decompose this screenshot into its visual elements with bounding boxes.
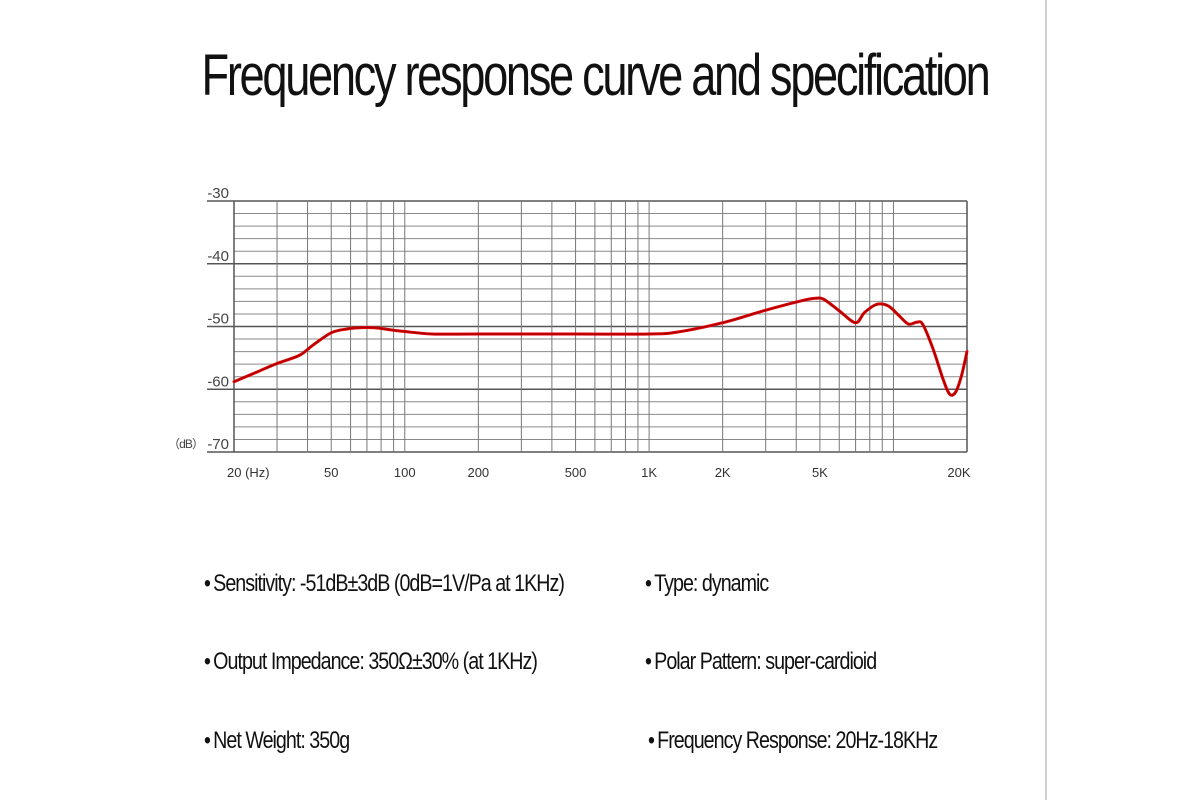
divider	[1045, 0, 1047, 800]
spec-label: Net Weight:	[213, 727, 306, 754]
spec-value: -51dB±3dB (0dB=1V/Pa at 1KHz)	[299, 570, 565, 597]
spec-label: Polar Pattern:	[654, 648, 762, 675]
x-tick-label: 5K	[812, 465, 828, 480]
spec-frequency-response: • Frequency Response: 20Hz-18KHz	[648, 727, 939, 755]
spec-value: 350Ω±30% (at 1KHz)	[368, 648, 538, 675]
spec-type: • Type: dynamic	[645, 570, 769, 598]
page-title: Frequency response curve and specificati…	[201, 43, 991, 108]
spec-net-weight: • Net Weight: 350g	[204, 727, 350, 755]
bullet: •	[204, 727, 211, 754]
grid-lines	[207, 200, 968, 453]
spec-polar-pattern: • Polar Pattern: super-cardioid	[645, 648, 877, 676]
y-tick-label: -70	[207, 436, 229, 453]
x-tick-label: 200	[467, 465, 489, 480]
axis-labels: -30 -40 -50 -60 -70（dB） 20 (Hz) 50 100 200 500 1K 2…	[168, 185, 971, 480]
bullet: •	[204, 570, 211, 597]
spec-label: Sensitivity:	[213, 570, 296, 597]
spec-sensitivity: • Sensitivity: -51dB±3dB (0dB=1V/Pa at 1K…	[204, 570, 565, 598]
bullet: •	[648, 727, 655, 754]
y-tick-label: -30	[207, 185, 229, 202]
spec-label: Output Impedance:	[213, 648, 365, 675]
x-tick-label: 50	[324, 465, 338, 480]
series-line-frequency-response	[232, 296, 969, 397]
y-tick-label: -50	[207, 311, 229, 328]
spec-label: Type:	[654, 570, 698, 597]
spec-value: dynamic	[701, 570, 769, 597]
x-tick-label: 1K	[641, 465, 657, 480]
series-line-core	[233, 297, 968, 396]
y-axis-unit-label: （dB）	[168, 437, 204, 451]
spec-value: super-cardioid	[765, 648, 877, 675]
spec-value: 350g	[309, 727, 350, 754]
spec-output-impedance: • Output Impedance: 350Ω±30% (at 1KHz)	[204, 648, 538, 676]
bullet: •	[645, 570, 652, 597]
x-tick-label: 20 (Hz)	[227, 465, 270, 480]
spec-label: Frequency Response:	[657, 727, 832, 754]
x-tick-label: 20K	[947, 465, 970, 480]
x-tick-label: 2K	[715, 465, 731, 480]
spec-value: 20Hz-18KHz	[835, 727, 939, 754]
bullet: •	[645, 648, 652, 675]
bullet: •	[204, 648, 211, 675]
x-tick-label: 500	[565, 465, 587, 480]
y-tick-label: -40	[207, 248, 229, 265]
y-tick-label: -60	[207, 373, 229, 390]
x-tick-label: 100	[394, 465, 416, 480]
